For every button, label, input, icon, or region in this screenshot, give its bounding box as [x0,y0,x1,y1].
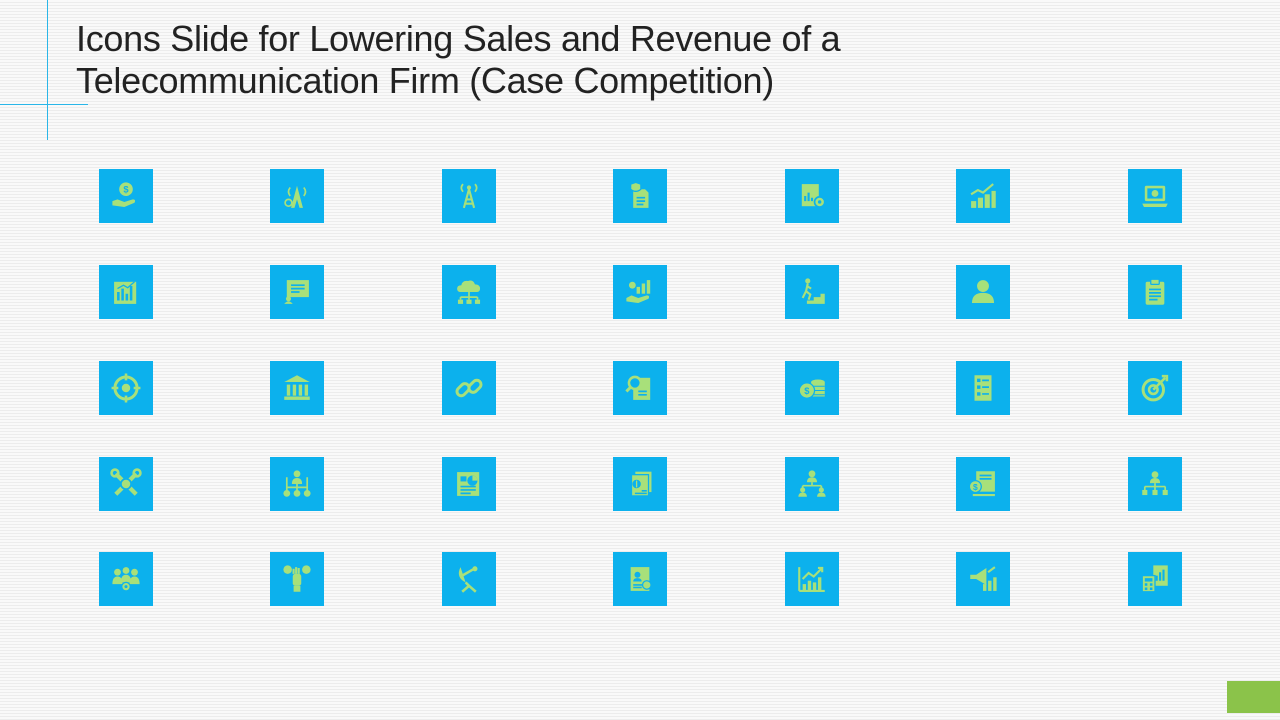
corner-accent-block [1227,681,1280,713]
bar-chart-document-icon [99,265,153,319]
svg-text:$: $ [804,386,810,396]
crosshair-target-icon [99,361,153,415]
satellite-dish-icon [442,552,496,606]
document-shield-icon [613,169,667,223]
person-dollar-network-icon [270,457,324,511]
org-chart-icon [1128,457,1182,511]
svg-text:$: $ [123,185,129,195]
megaphone-growth-icon [956,552,1010,606]
document-search-icon [613,361,667,415]
dollar-report-icon: $ [956,457,1010,511]
hand-money-icon [270,552,324,606]
clipboard-icon [1128,265,1182,319]
tools-icon [99,457,153,511]
svg-text:$: $ [973,482,978,492]
report-gear-icon [785,169,839,223]
radio-tower-icon [442,169,496,223]
accent-vertical-line [47,0,48,140]
profile-document-icon [613,552,667,606]
slide-title: Icons Slide for Lowering Sales and Reven… [76,18,1176,102]
accent-horizontal-line [0,104,88,105]
bank-icon [270,361,324,415]
line-chart-growth-icon [785,552,839,606]
team-settings-icon [99,552,153,606]
title-line-1: Icons Slide for Lowering Sales and Reven… [76,18,841,59]
stacked-growth-chart-icon [956,169,1010,223]
user-icon [956,265,1010,319]
team-hierarchy-icon [785,457,839,511]
person-climbing-stairs-icon [785,265,839,319]
report-pie-icon [442,457,496,511]
tower-gear-icon [270,169,324,223]
title-line-2: Telecommunication Firm (Case Competition… [76,60,774,101]
laptop-dollar-icon [1128,169,1182,223]
financial-documents-icon [613,457,667,511]
chain-link-icon [442,361,496,415]
presentation-checklist-icon [270,265,324,319]
checklist-icon [956,361,1010,415]
target-arrow-icon [1128,361,1182,415]
money-hand-icon: $ [99,169,153,223]
dollar-coins-icon: $ [785,361,839,415]
calculator-chart-icon [1128,552,1182,606]
cloud-network-icon [442,265,496,319]
hand-growth-chart-icon [613,265,667,319]
